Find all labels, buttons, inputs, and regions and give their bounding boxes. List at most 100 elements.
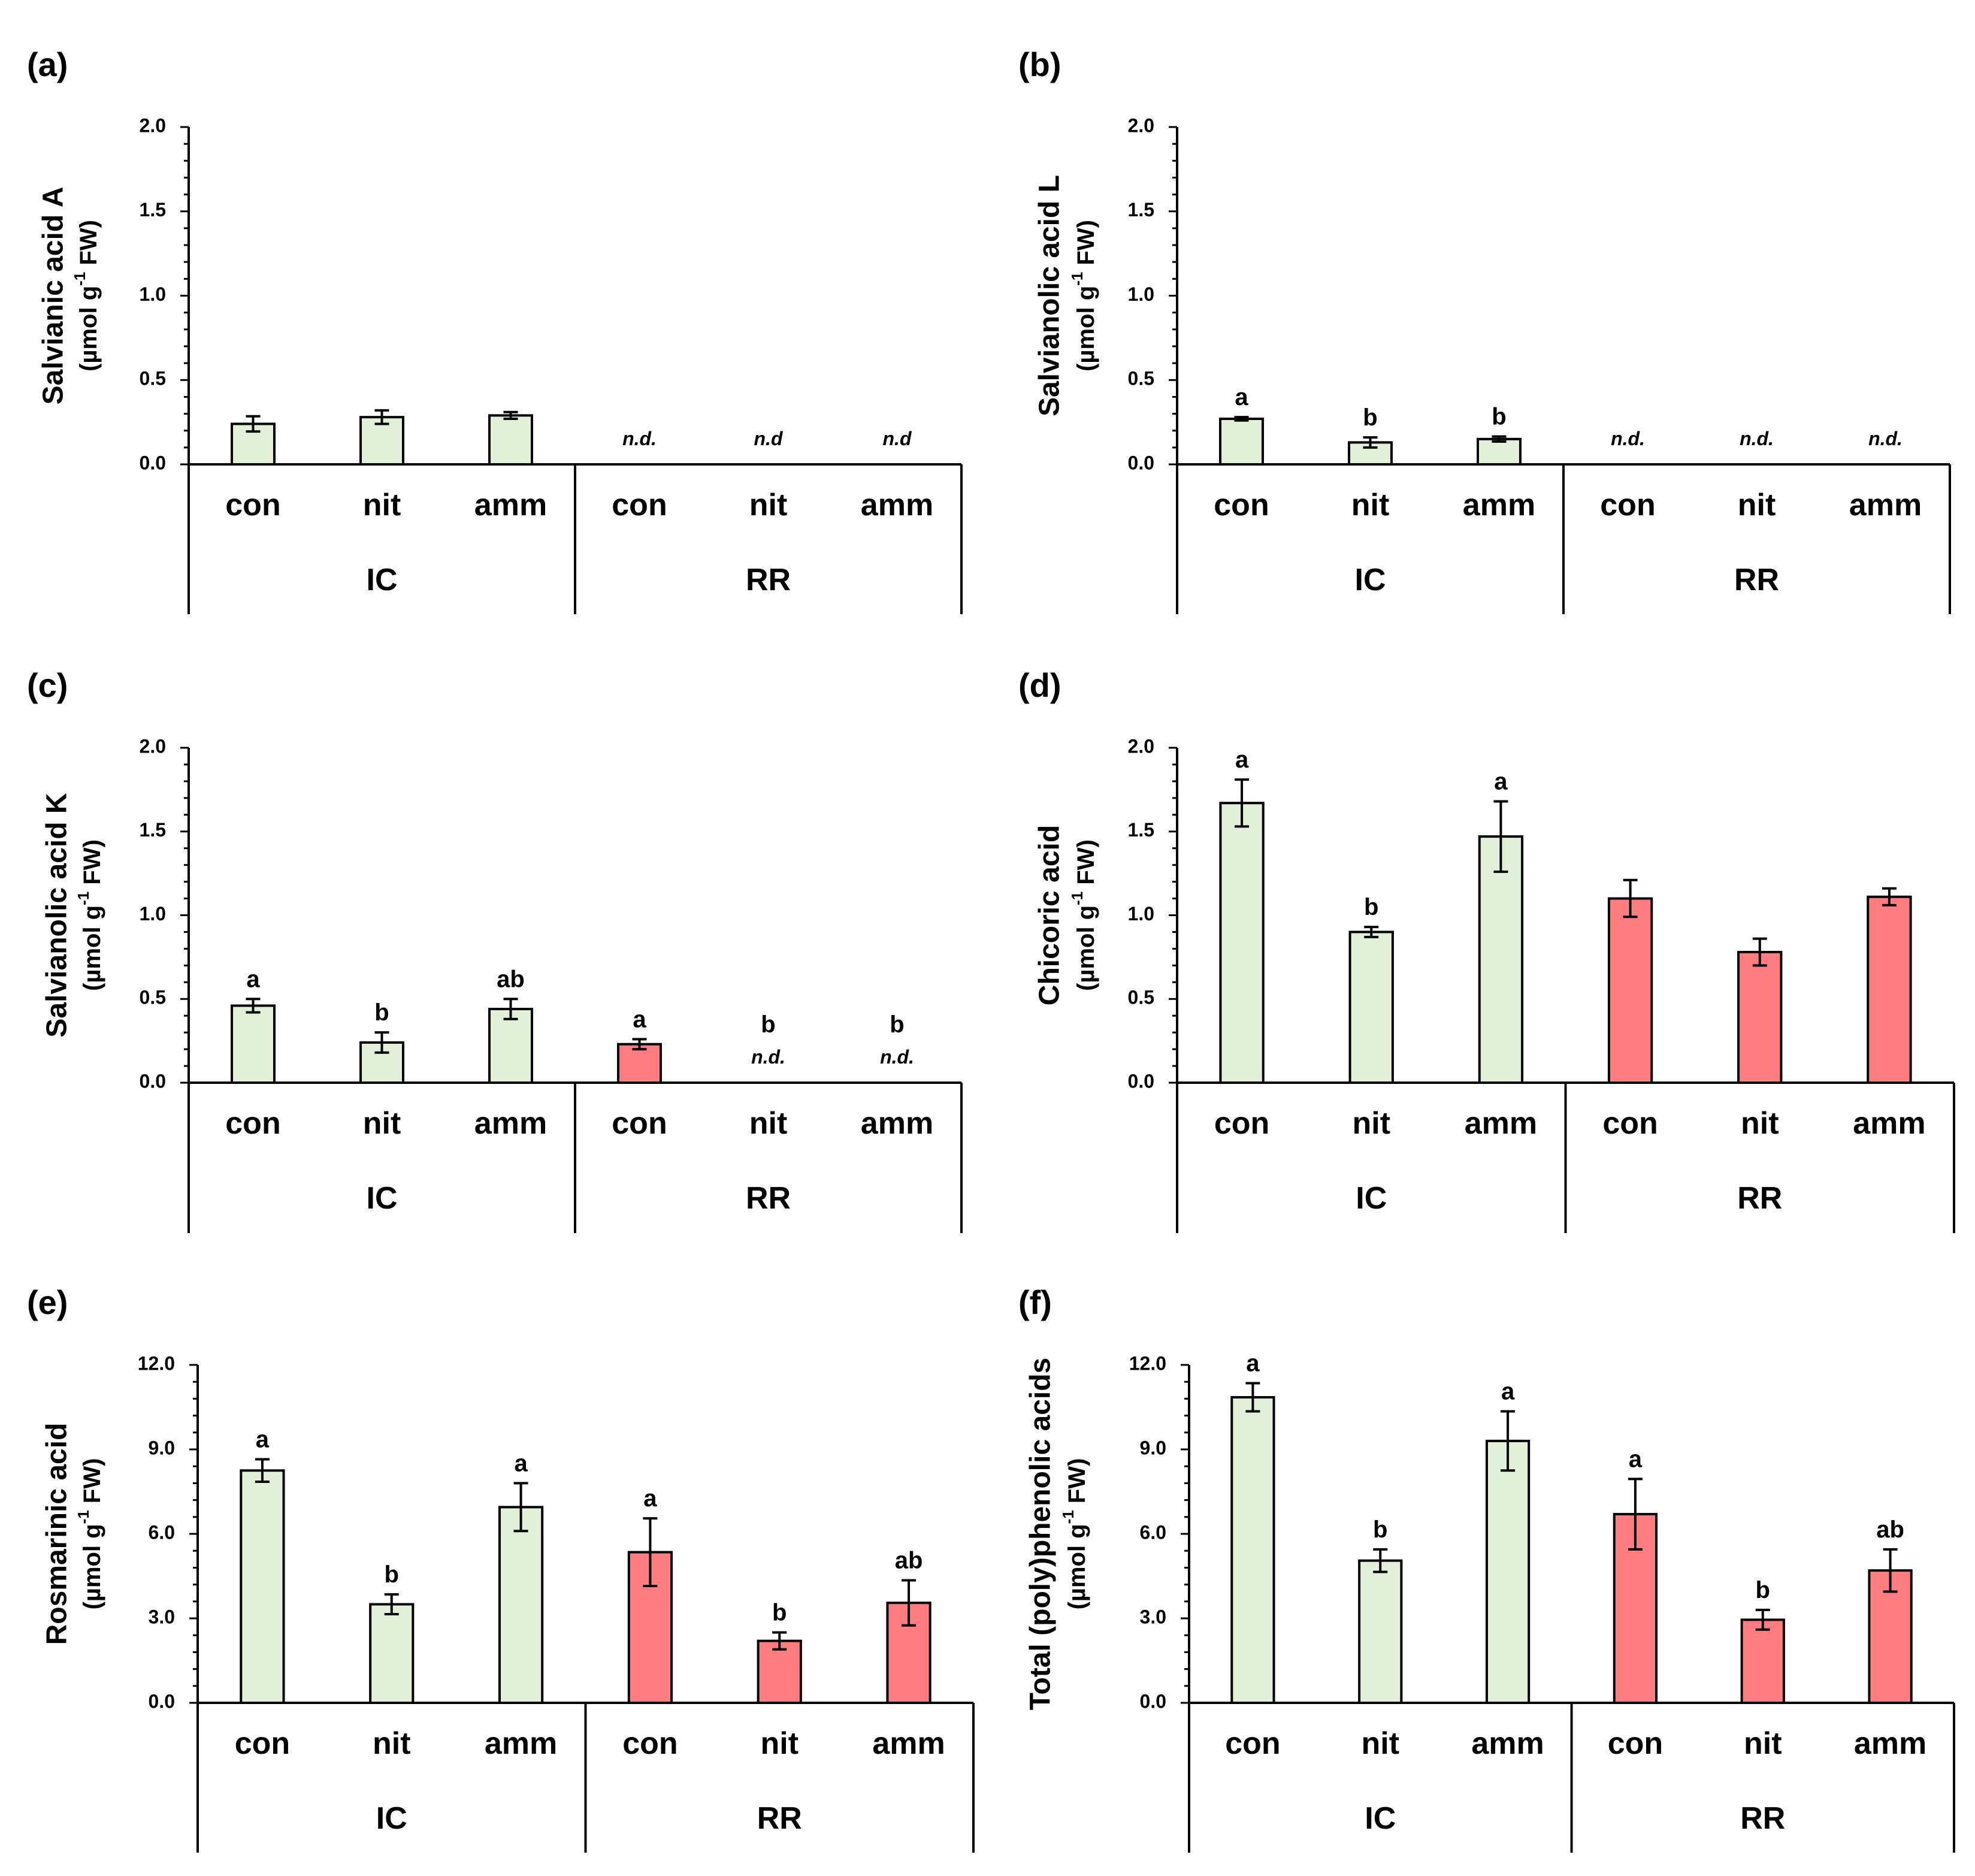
y-tick-label: 0.5: [1128, 368, 1154, 389]
panel-label: (e): [27, 1283, 68, 1321]
x-category-label: con: [225, 1106, 280, 1141]
x-category-label: con: [622, 1726, 678, 1761]
x-category-label: nit: [749, 488, 788, 522]
x-category-label: nit: [363, 488, 401, 522]
y-tick-label: 3.0: [1140, 1606, 1166, 1627]
x-group-label: RR: [1734, 563, 1779, 597]
y-tick-label: 1.0: [1128, 903, 1154, 925]
y-axis-title: Salvianolic acid K: [41, 793, 73, 1038]
significance-label: b: [1756, 1577, 1770, 1603]
significance-label: b: [1373, 1516, 1387, 1543]
y-tick-label: 3.0: [149, 1606, 175, 1627]
significance-label: a: [1494, 768, 1508, 794]
y-tick-label: 2.0: [1128, 735, 1154, 757]
significance-label: b: [1364, 894, 1378, 920]
x-category-label: amm: [1471, 1726, 1544, 1761]
y-tick-label: 0.0: [140, 1070, 166, 1092]
x-category-label: nit: [1741, 1106, 1779, 1141]
x-category-label: nit: [760, 1726, 799, 1761]
chart-panel-4: (d) Chicoric acid (µmol g-1 FW) 0.0 0.5 1.0 1.…: [1018, 666, 1955, 1233]
chart-panel-1: (a) Salvianic acid A (µmol g-1 FW) 0.0 0.5 1.…: [27, 46, 963, 614]
significance-label: b: [890, 1011, 904, 1038]
bar: [369, 1603, 415, 1704]
y-tick-label: 1.5: [140, 199, 166, 220]
y-tick-label: 1.5: [1128, 819, 1154, 841]
x-group-label: RR: [1737, 1181, 1782, 1216]
significance-label: ab: [895, 1548, 923, 1574]
x-category-label: nit: [749, 1106, 788, 1141]
x-category-label: nit: [1361, 1726, 1399, 1761]
x-group-label: IC: [376, 1801, 407, 1836]
y-tick-label: 1.5: [140, 819, 166, 841]
y-tick-label: 2.0: [140, 735, 166, 757]
y-axis-unit: (µmol g-1 FW): [74, 1458, 105, 1610]
y-tick-label: 0.0: [1140, 1690, 1166, 1712]
panel-label: (d): [1018, 666, 1061, 704]
y-tick-label: 12.0: [1129, 1352, 1166, 1374]
panel-label: (f): [1018, 1283, 1052, 1321]
x-category-label: con: [1608, 1726, 1663, 1761]
y-axis-unit: (µmol g-1 FW): [1068, 839, 1099, 991]
x-category-label: nit: [1351, 488, 1390, 522]
y-tick-label: 0.0: [1128, 452, 1154, 473]
x-category-label: amm: [861, 488, 933, 522]
not-detected-label: n.d.: [622, 428, 657, 449]
y-axis-title: Total (poly)phenolic acids: [1025, 1358, 1057, 1711]
bar: [1737, 950, 1783, 1084]
bar: [1219, 417, 1264, 466]
chart-panel-2: (b) Salvianolic acid L (µmol g-1 FW) 0.0 0.5…: [1018, 46, 1951, 614]
y-axis-unit: (µmol g-1 FW): [1068, 220, 1099, 371]
significance-label: a: [1246, 1351, 1260, 1377]
x-category-label: amm: [1465, 1106, 1537, 1141]
x-group-label: IC: [1356, 1181, 1387, 1216]
significance-label: a: [256, 1426, 270, 1452]
panel-label: (a): [27, 46, 68, 83]
x-group-label: RR: [746, 1181, 791, 1216]
significance-label: b: [374, 999, 389, 1026]
x-category-label: amm: [861, 1106, 933, 1141]
bar: [1740, 1618, 1785, 1705]
not-detected-label: n.d: [883, 428, 912, 449]
x-category-label: con: [1600, 488, 1655, 522]
x-category-label: nit: [1352, 1106, 1390, 1141]
y-tick-label: 0.5: [140, 368, 166, 389]
bar: [1867, 895, 1912, 1084]
y-tick-label: 2.0: [1128, 114, 1154, 136]
x-category-label: nit: [373, 1726, 411, 1761]
chart-panel-6: (f) Total (poly)phenolic acids (µmol g-1 F…: [1018, 1283, 1955, 1853]
bar: [757, 1639, 802, 1705]
bar: [1477, 437, 1522, 466]
significance-label: a: [633, 1006, 646, 1032]
y-axis-title: Salvianic acid A: [38, 187, 69, 405]
significance-label: ab: [1876, 1516, 1904, 1543]
significance-label: a: [1235, 384, 1248, 410]
y-tick-label: 2.0: [140, 114, 166, 136]
bar: [1485, 1439, 1531, 1704]
x-category-label: con: [1225, 1726, 1280, 1761]
y-tick-label: 0.5: [1128, 987, 1154, 1008]
y-axis-unit: (µmol g-1 FW): [74, 839, 105, 991]
x-group-label: RR: [746, 563, 791, 597]
y-axis-title: Chicoric acid: [1034, 825, 1066, 1005]
x-category-label: con: [1214, 1106, 1269, 1141]
x-category-label: nit: [1744, 1726, 1782, 1761]
significance-label: b: [761, 1011, 775, 1038]
bar: [1478, 835, 1524, 1084]
y-tick-label: 12.0: [138, 1352, 175, 1374]
x-category-label: con: [612, 488, 667, 522]
x-category-label: nit: [363, 1106, 401, 1141]
not-detected-label: n.d.: [751, 1046, 785, 1068]
bar: [1607, 897, 1653, 1084]
y-tick-label: 0.0: [1128, 1070, 1154, 1092]
y-axis-title: Rosmarinic acid: [41, 1423, 73, 1645]
y-tick-label: 1.5: [1128, 199, 1154, 220]
not-detected-label: n.d.: [1740, 428, 1774, 449]
y-tick-label: 1.0: [140, 283, 166, 305]
x-category-label: nit: [1738, 488, 1776, 522]
significance-label: b: [385, 1561, 399, 1588]
significance-label: a: [514, 1450, 528, 1476]
chart-panel-5: (e) Rosmarinic acid (µmol g-1 FW) 0.0 3.0 6.0…: [27, 1283, 975, 1853]
x-category-label: amm: [474, 1106, 547, 1141]
x-category-label: amm: [1854, 1726, 1926, 1761]
